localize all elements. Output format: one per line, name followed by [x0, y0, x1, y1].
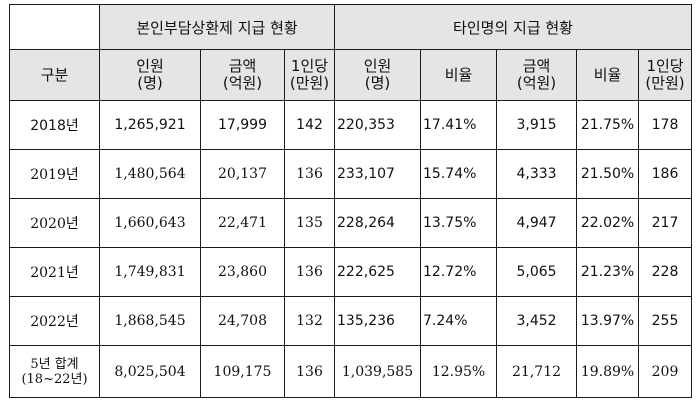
other-people-ratio-cell: 17.41%: [420, 100, 498, 150]
other-people-ratio-cell: 15.74%: [420, 149, 498, 199]
self-per-person-cell: 132: [283, 296, 336, 346]
other-per-person-cell: 228: [638, 247, 693, 297]
other-amount-cell: 3,452: [496, 296, 578, 346]
other-per-person-cell: 255: [638, 296, 693, 346]
self-per-person-cell: 142: [283, 100, 336, 150]
other-people-cell: 228,264: [334, 198, 422, 248]
other-people-cell: 135,236: [334, 296, 422, 346]
other-amount-ratio-cell: 21.50%: [576, 149, 640, 199]
total-other-amount-cell: 21,712: [496, 345, 578, 398]
other-amount-cell: 4,947: [496, 198, 578, 248]
self-per-person-cell: 136: [283, 247, 336, 297]
other-people-ratio-cell: 12.72%: [420, 247, 498, 297]
self-people-cell: 1,265,921: [99, 100, 201, 150]
self-people-header: 인원 (명): [99, 49, 201, 101]
other-people-ratio-header: 비율: [420, 49, 498, 101]
self-per-person-header: 1인당 (만원): [283, 49, 336, 101]
total-other-people-cell: 1,039,585: [334, 345, 422, 398]
other-amount-ratio-cell: 22.02%: [576, 198, 640, 248]
self-people-cell: 1,868,545: [99, 296, 201, 346]
self-people-cell: 1,480,564: [99, 149, 201, 199]
other-people-cell: 220,353: [334, 100, 422, 150]
other-amount-ratio-header: 비율: [576, 49, 640, 101]
reimbursement-table: 본인부담상환제 지급 현황 타인명의 지급 현황 구분 인원 (명) 금액 (억원)…: [9, 4, 693, 398]
category-header: 구분: [9, 49, 100, 101]
table-row: 2022년 1,868,545 24,708 132 135,236 7.24%…: [9, 296, 693, 346]
total-self-people-cell: 8,025,504: [99, 345, 201, 398]
other-amount-cell: 3,915: [496, 100, 578, 150]
other-amount-ratio-cell: 21.75%: [576, 100, 640, 150]
column-header-row: 구분 인원 (명) 금액 (억원) 1인당 (만원) 인원 (명) 비율 금액 (억원) …: [9, 49, 693, 101]
year-cell: 2022년: [9, 296, 100, 346]
self-people-cell: 1,660,643: [99, 198, 201, 248]
total-other-amount-ratio-cell: 19.89%: [576, 345, 640, 398]
year-cell: 2020년: [9, 198, 100, 248]
self-amount-cell: 23,860: [200, 247, 285, 297]
self-amount-header: 금액 (억원): [200, 49, 285, 101]
other-people-cell: 233,107: [334, 149, 422, 199]
other-amount-cell: 5,065: [496, 247, 578, 297]
total-label-cell: 5년 합계 (18~22년): [9, 345, 100, 398]
self-amount-cell: 24,708: [200, 296, 285, 346]
other-per-person-cell: 178: [638, 100, 693, 150]
total-self-amount-cell: 109,175: [200, 345, 285, 398]
self-amount-cell: 17,999: [200, 100, 285, 150]
self-paid-header: 본인부담상환제 지급 현황: [98, 4, 336, 50]
other-people-ratio-cell: 7.24%: [420, 296, 498, 346]
other-per-person-header: 1인당 (만원): [638, 49, 693, 101]
total-other-per-person-cell: 209: [638, 345, 693, 398]
self-per-person-cell: 136: [283, 149, 336, 199]
table-row: 2020년 1,660,643 22,471 135 228,264 13.75…: [9, 198, 693, 248]
total-other-people-ratio-cell: 12.95%: [420, 345, 498, 398]
table-row: 2021년 1,749,831 23,860 136 222,625 12.72…: [9, 247, 693, 297]
other-amount-header: 금액 (억원): [496, 49, 578, 101]
year-cell: 2019년: [9, 149, 100, 199]
self-amount-cell: 22,471: [200, 198, 285, 248]
other-per-person-cell: 217: [638, 198, 693, 248]
other-amount-ratio-cell: 13.97%: [576, 296, 640, 346]
other-people-cell: 222,625: [334, 247, 422, 297]
other-amount-ratio-cell: 21.23%: [576, 247, 640, 297]
self-people-cell: 1,749,831: [99, 247, 201, 297]
other-amount-cell: 4,333: [496, 149, 578, 199]
year-cell: 2018년: [9, 100, 100, 150]
corner-cell: [9, 4, 100, 50]
other-people-ratio-cell: 13.75%: [420, 198, 498, 248]
total-self-per-person-cell: 136: [283, 345, 336, 398]
self-per-person-cell: 135: [283, 198, 336, 248]
self-amount-cell: 20,137: [200, 149, 285, 199]
other-per-person-cell: 186: [638, 149, 693, 199]
other-names-header: 타인명의 지급 현황: [334, 4, 693, 50]
table-row: 2018년 1,265,921 17,999 142 220,353 17.41…: [9, 100, 693, 150]
group-header-row: 본인부담상환제 지급 현황 타인명의 지급 현황: [9, 4, 693, 50]
other-people-header: 인원 (명): [334, 49, 422, 101]
total-row: 5년 합계 (18~22년) 8,025,504 109,175 136 1,03…: [9, 345, 693, 398]
year-cell: 2021년: [9, 247, 100, 297]
table-row: 2019년 1,480,564 20,137 136 233,107 15.74…: [9, 149, 693, 199]
